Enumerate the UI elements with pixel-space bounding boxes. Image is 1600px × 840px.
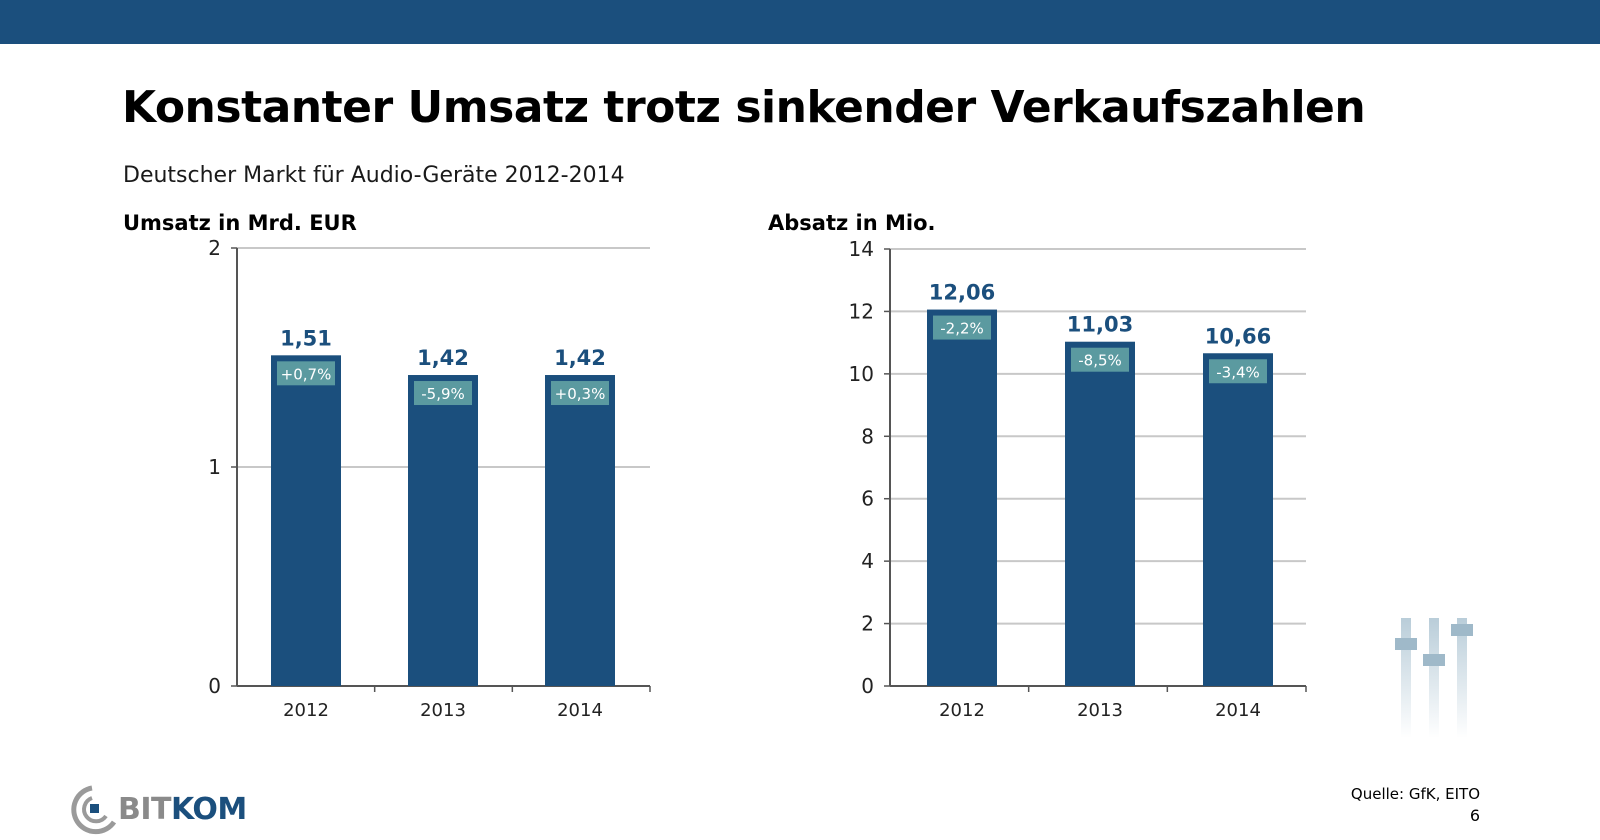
y-tick-label: 2 xyxy=(208,236,221,260)
bitkom-logo: BITKOM xyxy=(64,782,254,836)
slide-subtitle: Deutscher Markt für Audio-Geräte 2012-20… xyxy=(123,163,625,188)
y-tick-label: 0 xyxy=(861,674,874,698)
change-badge xyxy=(1209,359,1267,384)
equalizer-icon xyxy=(1395,618,1475,748)
chart-absatz-title: Absatz in Mio. xyxy=(768,211,936,235)
y-tick-label: 4 xyxy=(861,549,874,573)
change-label: -8,5% xyxy=(1078,352,1122,370)
logo-mark-icon xyxy=(71,785,117,835)
data-label: 1,51 xyxy=(280,326,332,350)
bar xyxy=(1065,341,1135,686)
bar xyxy=(408,375,478,686)
x-tick-label: 2014 xyxy=(557,700,603,721)
y-tick-label: 10 xyxy=(849,362,874,386)
bar xyxy=(927,309,997,686)
logo-text: BITKOM xyxy=(118,792,247,827)
change-badge xyxy=(933,315,991,340)
change-label: +0,7% xyxy=(281,365,332,383)
change-label: -5,9% xyxy=(421,385,465,403)
x-tick-label: 2012 xyxy=(283,700,329,721)
change-badge xyxy=(277,361,335,386)
x-tick-label: 2013 xyxy=(420,700,466,721)
change-label: -2,2% xyxy=(940,320,984,338)
change-label: +0,3% xyxy=(555,385,606,403)
x-tick-label: 2013 xyxy=(1077,700,1123,721)
y-tick-label: 8 xyxy=(861,424,874,448)
data-label: 1,42 xyxy=(417,346,469,370)
page-number: 6 xyxy=(1469,806,1480,825)
data-label: 10,66 xyxy=(1205,324,1271,348)
chart-umsatz-title: Umsatz in Mrd. EUR xyxy=(123,211,357,235)
bar xyxy=(1203,353,1273,686)
x-tick-label: 2014 xyxy=(1215,700,1261,721)
x-tick-label: 2012 xyxy=(939,700,985,721)
bar xyxy=(545,375,615,686)
data-label: 12,06 xyxy=(929,281,995,305)
top-bar xyxy=(0,0,1600,44)
change-label: -3,4% xyxy=(1216,363,1260,381)
y-tick-label: 6 xyxy=(861,487,874,511)
change-badge xyxy=(414,381,472,406)
y-tick-label: 1 xyxy=(208,455,221,479)
y-tick-label: 12 xyxy=(849,299,874,323)
y-tick-label: 0 xyxy=(208,674,221,698)
change-badge xyxy=(551,381,609,406)
change-badge xyxy=(1071,347,1129,372)
data-label: 1,42 xyxy=(554,346,606,370)
slide-title: Konstanter Umsatz trotz sinkender Verkau… xyxy=(122,82,1366,133)
source-note: Quelle: GfK, EITO xyxy=(1350,785,1480,803)
y-tick-label: 14 xyxy=(849,237,874,261)
data-label: 11,03 xyxy=(1067,313,1133,337)
y-tick-label: 2 xyxy=(861,612,874,636)
bar xyxy=(271,355,341,686)
